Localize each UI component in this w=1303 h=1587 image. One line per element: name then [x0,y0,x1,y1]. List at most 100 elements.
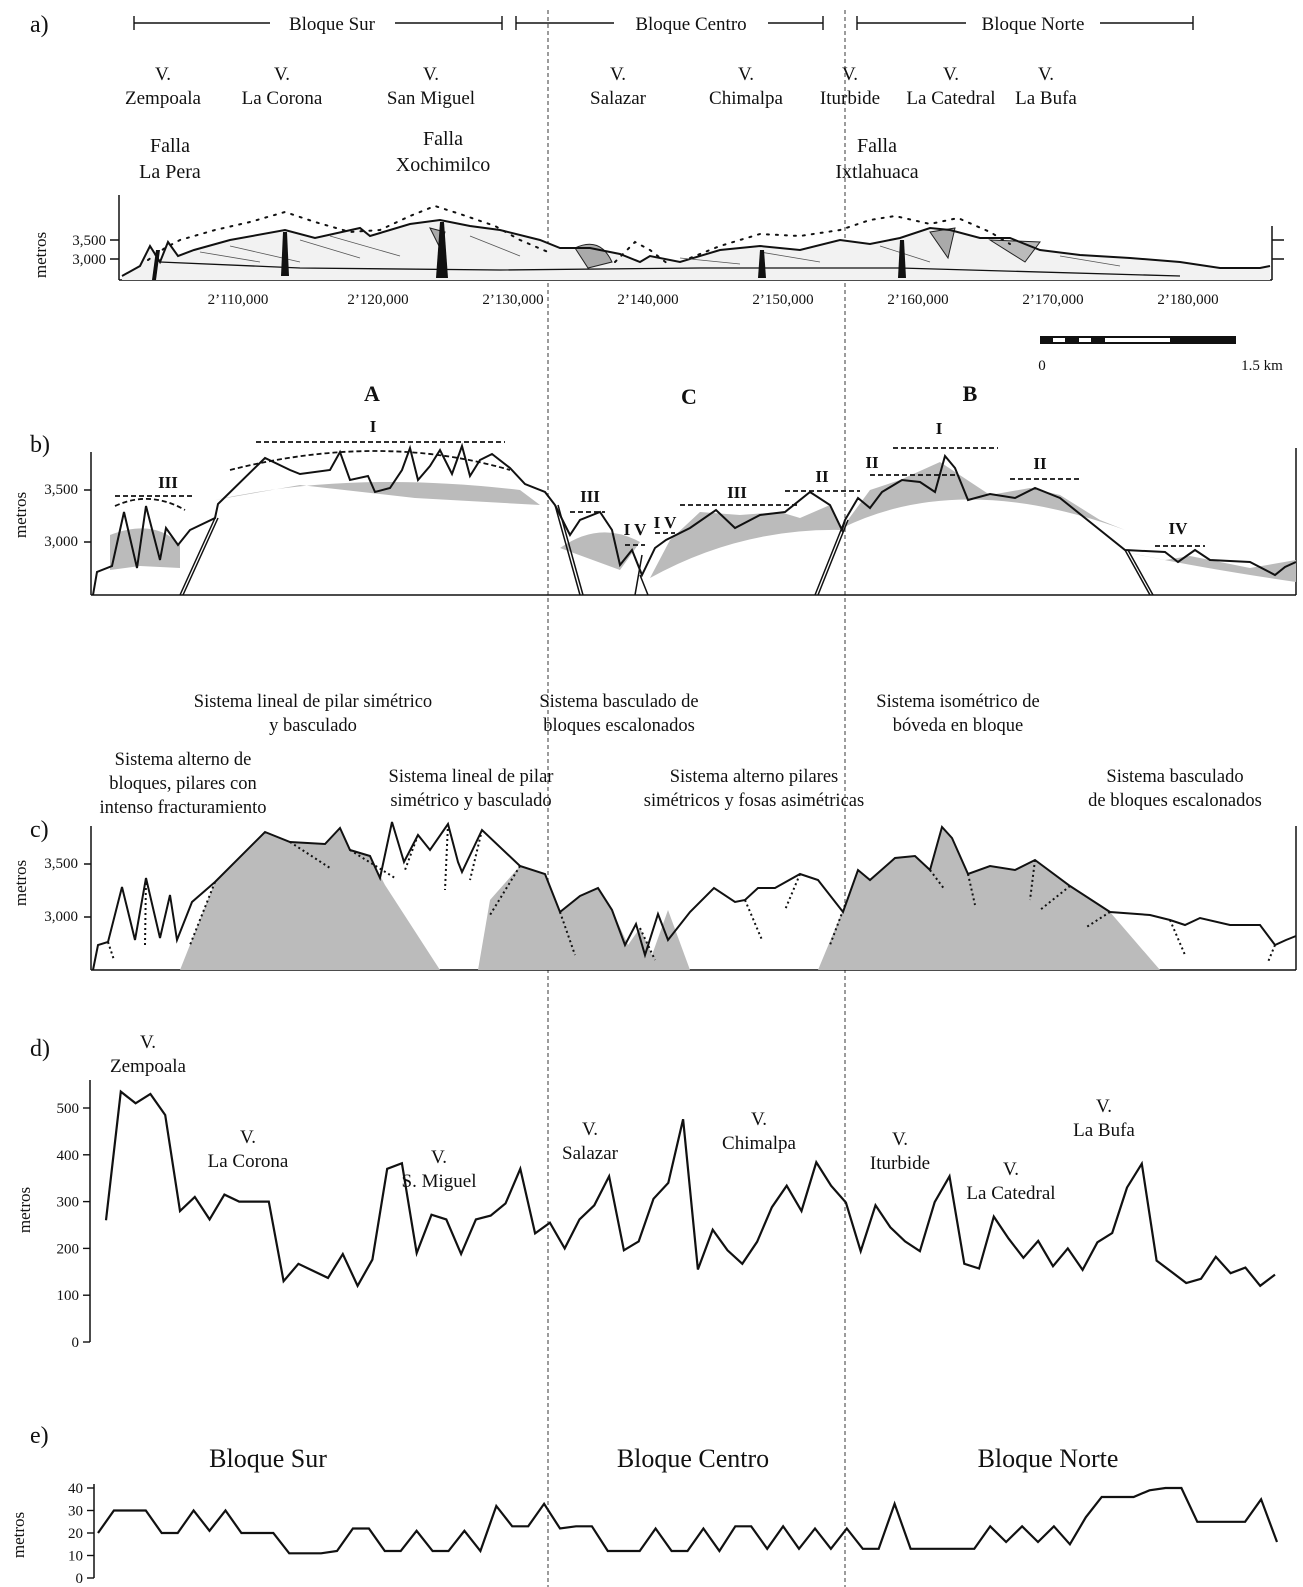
system-label: Sistema isométrico de [876,692,1039,712]
block-label-centro: Bloque Centro [635,14,746,35]
panel-c-ytick: 3,500 [44,856,78,872]
structural-systems-diagram [92,821,1297,971]
peak-label: V. [431,1147,447,1168]
x-tick-label: 2’120,000 [347,292,408,308]
section-label-c: C [681,384,697,409]
peak-label: La Corona [208,1151,289,1172]
x-tick-label: 2’160,000 [887,292,948,308]
block-label-sur: Bloque Sur [289,14,376,35]
x-tick-label: 2’170,000 [1022,292,1083,308]
peak-label: La Catedral [966,1183,1055,1204]
x-tick-label: 2’130,000 [482,292,543,308]
section-label-b: B [963,381,978,406]
volcano-name: Iturbide [820,88,880,109]
panel-e-ylabel: metros [9,1512,28,1558]
x-tick-label: 2’180,000 [1157,292,1218,308]
block-label-e-norte: Bloque Norte [978,1444,1119,1473]
system-label: de bloques escalonados [1088,791,1262,811]
scale-bar-min: 0 [1038,358,1046,374]
system-label: Sistema basculado [1106,767,1243,787]
panel-d-line [104,1089,1276,1289]
panel-e-line [97,1486,1279,1555]
fault-label: La Pera [139,161,201,183]
peak-label: V. [1003,1159,1019,1180]
y-tick-label: 100 [57,1288,80,1304]
level-label: III [727,483,747,502]
panel-a-ylabel: metros [31,232,50,278]
x-tick-label: 2’150,000 [752,292,813,308]
panel-label-d: d) [30,1036,50,1062]
y-tick-label: 0 [72,1335,80,1351]
panel-c-ytick: 3,000 [44,909,78,925]
y-tick-label: 500 [57,1101,80,1117]
volcano-name: Salazar [590,88,647,109]
y-tick-label: 300 [57,1195,80,1211]
level-label: II [815,467,829,486]
level-label: I [370,417,377,436]
system-label: Sistema lineal de pilar simétrico [194,692,432,712]
volcano-name: Chimalpa [709,88,783,109]
block-label-e-centro: Bloque Centro [617,1444,769,1473]
system-labels: Sistema lineal de pilar simétrico y basc… [100,692,1262,818]
panel-b-ytick: 3,000 [44,534,78,550]
panel-label-c: c) [30,817,49,843]
fault-label: Falla [423,128,463,150]
y-tick-label: 200 [57,1241,80,1257]
block-label-e-sur: Bloque Sur [209,1444,327,1473]
system-label: Sistema lineal de pilar [389,767,554,787]
volcano-name: Zempoala [125,88,202,109]
panel-label-a: a) [30,12,49,38]
panel-c-ylabel: metros [11,860,30,906]
system-label: bloques escalonados [543,716,695,736]
peak-label: V. [582,1119,598,1140]
fault-label: Falla [857,135,897,157]
system-label: Sistema basculado de [539,692,698,712]
block-range-bars [133,16,1194,30]
volcano-name: San Miguel [387,88,475,109]
panel-a-ytick: 3,500 [72,233,106,249]
peak-label: Zempoala [110,1056,187,1077]
panel-d-ylabel: metros [15,1187,34,1233]
system-label: Sistema alterno de [115,750,252,770]
peak-label: V. [751,1109,767,1130]
level-label: IV [1169,519,1189,538]
peak-label: V. [140,1032,156,1053]
panel-b-ytick: 3,500 [44,482,78,498]
level-label: I V [624,520,648,539]
peak-label: Iturbide [870,1153,930,1174]
volcano-name: La Catedral [906,88,995,109]
panel-a-ytick: 3,000 [72,252,106,268]
system-label: bloques, pilares con [109,774,256,794]
level-label: III [580,487,600,506]
panel-d-annotations: V. Zempoala V. La Corona V. S. Miguel V.… [110,1032,1135,1204]
panel-e-yaxis: 40 30 20 10 0 [68,1481,95,1587]
level-label: I [936,419,943,438]
volcano-v: V. [943,64,959,85]
peak-label: V. [240,1127,256,1148]
panel-a-xticks: 2’110,000 2’120,000 2’130,000 2’140,000 … [208,292,1219,308]
scale-bar-max: 1.5 km [1241,358,1283,374]
y-tick-label: 30 [68,1504,83,1520]
geologic-cross-section [121,204,1271,280]
volcano-v: V. [274,64,290,85]
level-label: I V [654,513,678,532]
system-label: bóveda en bloque [893,716,1024,736]
volcano-v: V. [423,64,439,85]
system-label: intenso fracturamiento [100,798,267,818]
x-tick-label: 2’110,000 [208,292,269,308]
y-tick-label: 20 [68,1526,83,1542]
y-tick-label: 0 [76,1571,84,1587]
roughness-series-line [104,1089,1276,1289]
level-labels: III I III I V I V III II II I II IV [158,417,1188,539]
panel-b-ylabel: metros [11,492,30,538]
fault-label: Ixtlahuaca [835,161,918,183]
system-label: Sistema alterno pilares [670,767,839,787]
y-tick-label: 40 [68,1481,83,1497]
block-dome-diagram [92,441,1297,596]
volcano-v: V. [1038,64,1054,85]
panel-d-yaxis: 500 400 300 200 100 0 [57,1080,91,1351]
level-label: II [865,453,879,472]
fault-label: Xochimilco [396,154,490,176]
panel-label-b: b) [30,432,50,458]
